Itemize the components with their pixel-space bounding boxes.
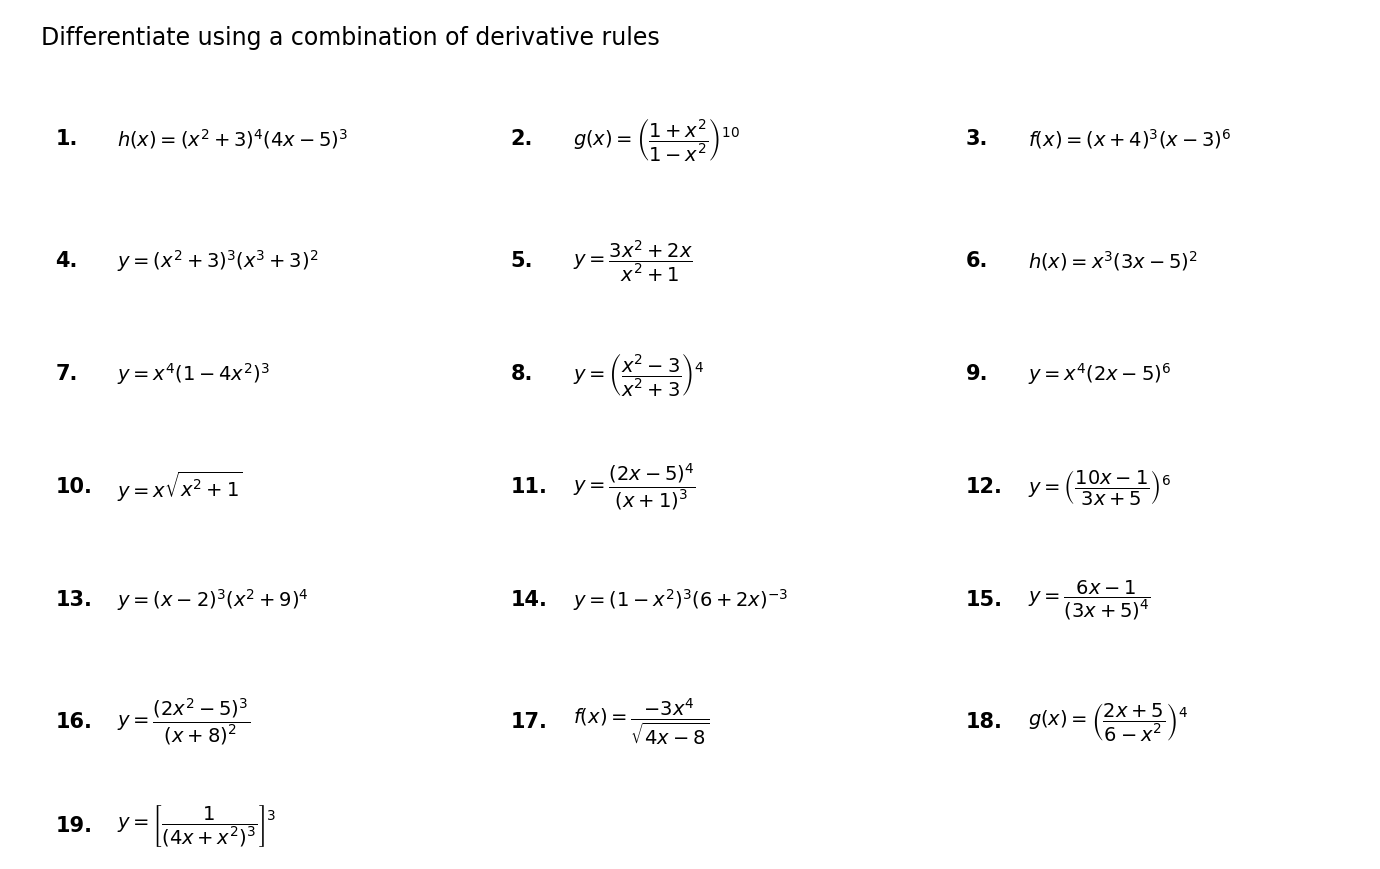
Text: $y = (1-x^2)^3(6+2x)^{-3}$: $y = (1-x^2)^3(6+2x)^{-3}$ <box>573 587 788 613</box>
Text: $y = \left[\dfrac{1}{(4x+x^2)^3}\right]^{3}$: $y = \left[\dfrac{1}{(4x+x^2)^3}\right]^… <box>117 803 276 848</box>
Text: 1.: 1. <box>55 129 77 149</box>
Text: $g(x) = \left(\dfrac{1+x^2}{1-x^2}\right)^{10}$: $g(x) = \left(\dfrac{1+x^2}{1-x^2}\right… <box>573 116 740 163</box>
Text: 6.: 6. <box>966 251 988 270</box>
Text: 10.: 10. <box>55 477 92 496</box>
Text: 3.: 3. <box>966 129 988 149</box>
Text: $g(x) = \left(\dfrac{2x+5}{6-x^2}\right)^{4}$: $g(x) = \left(\dfrac{2x+5}{6-x^2}\right)… <box>1028 700 1188 742</box>
Text: 17.: 17. <box>511 712 548 731</box>
Text: $y = (x^2+3)^3(x^3+3)^2$: $y = (x^2+3)^3(x^3+3)^2$ <box>117 248 319 274</box>
Text: 18.: 18. <box>966 712 1003 731</box>
Text: 4.: 4. <box>55 251 77 270</box>
Text: 11.: 11. <box>511 477 548 496</box>
Text: 2.: 2. <box>511 129 533 149</box>
Text: 9.: 9. <box>966 364 988 383</box>
Text: $h(x) = (x^2+3)^4(4x-5)^3$: $h(x) = (x^2+3)^4(4x-5)^3$ <box>117 127 348 151</box>
Text: $y = \left(\dfrac{x^2-3}{x^2+3}\right)^{4}$: $y = \left(\dfrac{x^2-3}{x^2+3}\right)^{… <box>573 350 704 397</box>
Text: 14.: 14. <box>511 590 548 609</box>
Text: $y = \dfrac{6x-1}{(3x+5)^4}$: $y = \dfrac{6x-1}{(3x+5)^4}$ <box>1028 578 1151 621</box>
Text: $y = x^4(2x-5)^6$: $y = x^4(2x-5)^6$ <box>1028 361 1172 387</box>
Text: 5.: 5. <box>511 251 533 270</box>
Text: 15.: 15. <box>966 590 1003 609</box>
Text: 8.: 8. <box>511 364 533 383</box>
Text: $f(x) = \dfrac{-3x^4}{\sqrt{4x-8}}$: $f(x) = \dfrac{-3x^4}{\sqrt{4x-8}}$ <box>573 696 709 746</box>
Text: $h(x) = x^3(3x-5)^2$: $h(x) = x^3(3x-5)^2$ <box>1028 249 1198 273</box>
Text: 7.: 7. <box>55 364 77 383</box>
Text: 19.: 19. <box>55 816 92 835</box>
Text: 12.: 12. <box>966 477 1003 496</box>
Text: $y = x^4(1-4x^2)^3$: $y = x^4(1-4x^2)^3$ <box>117 361 270 387</box>
Text: $y = \dfrac{(2x-5)^4}{(x+1)^3}$: $y = \dfrac{(2x-5)^4}{(x+1)^3}$ <box>573 461 696 512</box>
Text: 13.: 13. <box>55 590 92 609</box>
Text: 16.: 16. <box>55 712 92 731</box>
Text: $f(x) = (x+4)^3(x-3)^6$: $f(x) = (x+4)^3(x-3)^6$ <box>1028 127 1231 151</box>
Text: $y = \left(\dfrac{10x-1}{3x+5}\right)^{6}$: $y = \left(\dfrac{10x-1}{3x+5}\right)^{6… <box>1028 468 1172 506</box>
Text: $y = \dfrac{(2x^2-5)^3}{(x+8)^2}$: $y = \dfrac{(2x^2-5)^3}{(x+8)^2}$ <box>117 696 250 746</box>
Text: Differentiate using a combination of derivative rules: Differentiate using a combination of der… <box>41 26 660 50</box>
Text: $y = (x-2)^3(x^2+9)^4$: $y = (x-2)^3(x^2+9)^4$ <box>117 587 309 613</box>
Text: $y = x\sqrt{x^2+1}$: $y = x\sqrt{x^2+1}$ <box>117 469 243 504</box>
Text: $y = \dfrac{3x^2+2x}{x^2+1}$: $y = \dfrac{3x^2+2x}{x^2+1}$ <box>573 238 693 283</box>
